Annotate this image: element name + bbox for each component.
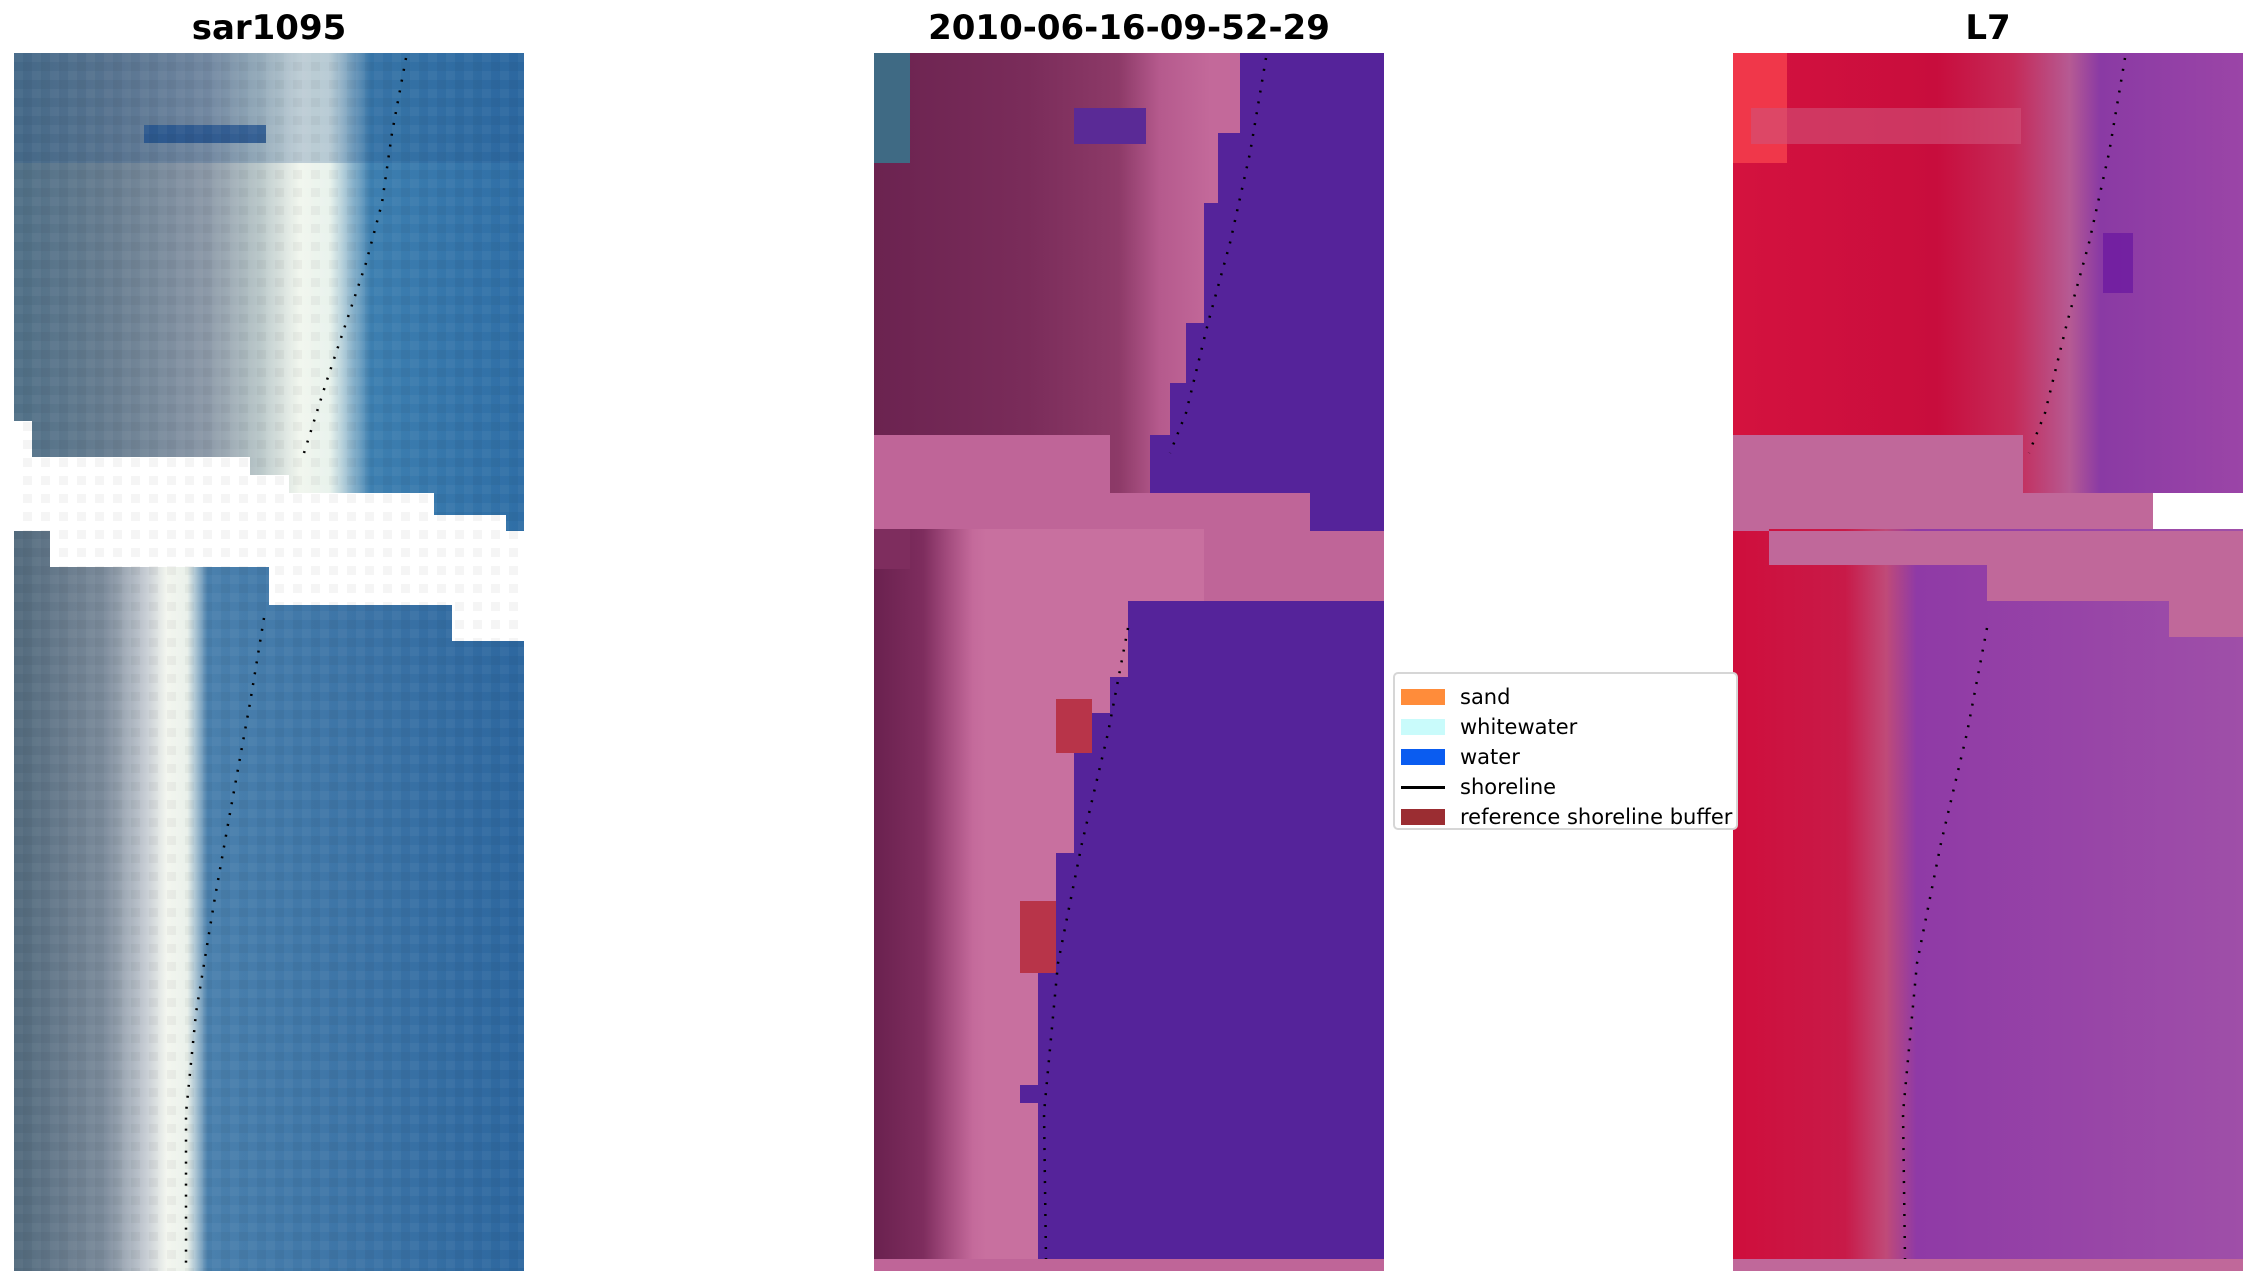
legend-label-sand: sand — [1460, 685, 1511, 709]
rgb-image-panel — [14, 53, 524, 1271]
panel-title-rgb: sar1095 — [191, 8, 347, 48]
reference-buffer-swatch — [1401, 809, 1445, 825]
classified-image-panel — [874, 53, 1384, 1271]
legend-item-sand: sand — [1401, 682, 1510, 712]
legend-item-reference-buffer: reference shoreline buffer — [1401, 802, 1732, 832]
legend-label-reference-buffer: reference shoreline buffer — [1460, 805, 1733, 829]
legend-item-shoreline: shoreline — [1401, 772, 1556, 802]
whitewater-swatch — [1401, 719, 1445, 735]
l7-image-panel — [1733, 53, 2243, 1271]
panel-title-classified: 2010-06-16-09-52-29 — [928, 8, 1330, 48]
legend-label-water: water — [1460, 745, 1520, 769]
sand-swatch — [1401, 689, 1445, 705]
shoreline-swatch — [1401, 785, 1445, 789]
legend-label-whitewater: whitewater — [1460, 715, 1578, 739]
panel-title-l7: L7 — [1965, 8, 2011, 48]
legend-item-water: water — [1401, 742, 1520, 772]
legend: sand whitewater water shoreline referenc… — [1393, 672, 1738, 830]
legend-label-shoreline: shoreline — [1460, 775, 1557, 799]
legend-item-whitewater: whitewater — [1401, 712, 1577, 742]
water-swatch — [1401, 749, 1445, 765]
